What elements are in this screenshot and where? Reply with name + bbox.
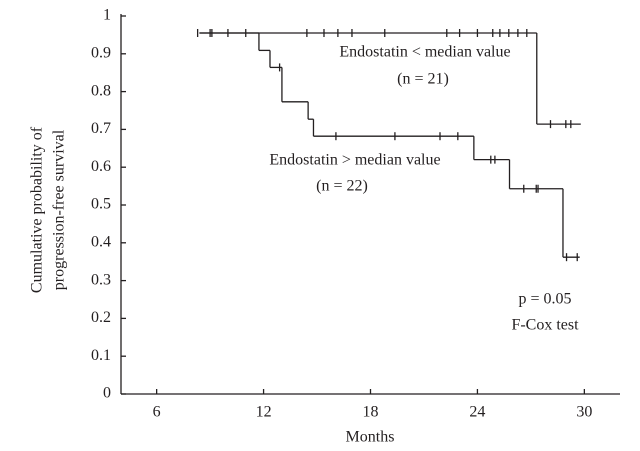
- y-tick-label: 0.9: [91, 44, 111, 61]
- annotation: p = 0.05: [518, 291, 571, 308]
- x-tick-label: 6: [153, 404, 161, 421]
- y-tick-label: 1: [103, 7, 111, 24]
- x-axis-label: Months: [346, 429, 395, 446]
- y-tick-label: 0.4: [91, 233, 111, 250]
- y-tick-label: 0.1: [91, 347, 111, 364]
- y-tick-label: 0.7: [91, 120, 111, 137]
- y-tick-label: 0.5: [91, 196, 111, 213]
- series-label: Endostatin > median value: [269, 152, 440, 169]
- y-axis-label: progression-free survival: [51, 129, 68, 290]
- x-tick-label: 24: [469, 404, 485, 421]
- y-tick-label: 0: [103, 385, 111, 402]
- series-n-label: (n = 22): [316, 178, 368, 195]
- x-tick-label: 18: [363, 404, 379, 421]
- y-tick-label: 0.2: [91, 309, 111, 326]
- series-label: Endostatin < median value: [339, 44, 510, 61]
- annotation: F-Cox test: [511, 317, 579, 334]
- y-axis-label: Cumulative probability of: [29, 126, 46, 293]
- y-tick-label: 0.8: [91, 82, 111, 99]
- x-tick-label: 30: [576, 404, 592, 421]
- series-n-label: (n = 21): [397, 71, 449, 88]
- y-tick-label: 0.6: [91, 158, 111, 175]
- y-tick-label: 0.3: [91, 271, 111, 288]
- x-tick-label: 12: [256, 404, 272, 421]
